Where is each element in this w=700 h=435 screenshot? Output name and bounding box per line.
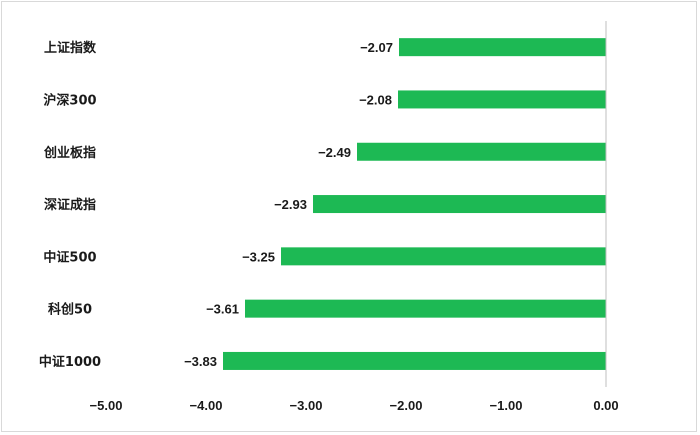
- bar: [281, 247, 606, 266]
- data-label: −2.08: [359, 92, 392, 107]
- category-label: 科创50: [48, 302, 92, 318]
- bar: [223, 351, 606, 370]
- category-label: 深证成指: [44, 197, 96, 213]
- data-label: −3.25: [242, 249, 275, 264]
- category-label: 中证500: [43, 249, 96, 265]
- data-label: −3.61: [206, 302, 239, 317]
- data-label: −3.83: [184, 354, 217, 369]
- x-tick-label: −5.00: [90, 398, 123, 413]
- x-tick-label: −3.00: [290, 398, 323, 413]
- x-tick-label: 0.00: [593, 398, 618, 413]
- category-label: 上证指数: [44, 40, 97, 56]
- x-tick-label: −1.00: [490, 398, 523, 413]
- data-label: −2.07: [360, 40, 393, 55]
- bar: [313, 195, 606, 214]
- x-tick-label: −2.00: [390, 398, 423, 413]
- data-label: −2.49: [318, 145, 351, 160]
- bar: [245, 299, 606, 318]
- data-label: −2.93: [274, 197, 307, 212]
- category-label: 中证1000: [39, 354, 101, 370]
- category-label: 沪深300: [43, 92, 96, 108]
- category-label: 创业板指: [43, 145, 96, 161]
- bar: [357, 142, 606, 161]
- bar: [399, 38, 606, 57]
- bar: [398, 90, 606, 109]
- x-tick-label: −4.00: [190, 398, 223, 413]
